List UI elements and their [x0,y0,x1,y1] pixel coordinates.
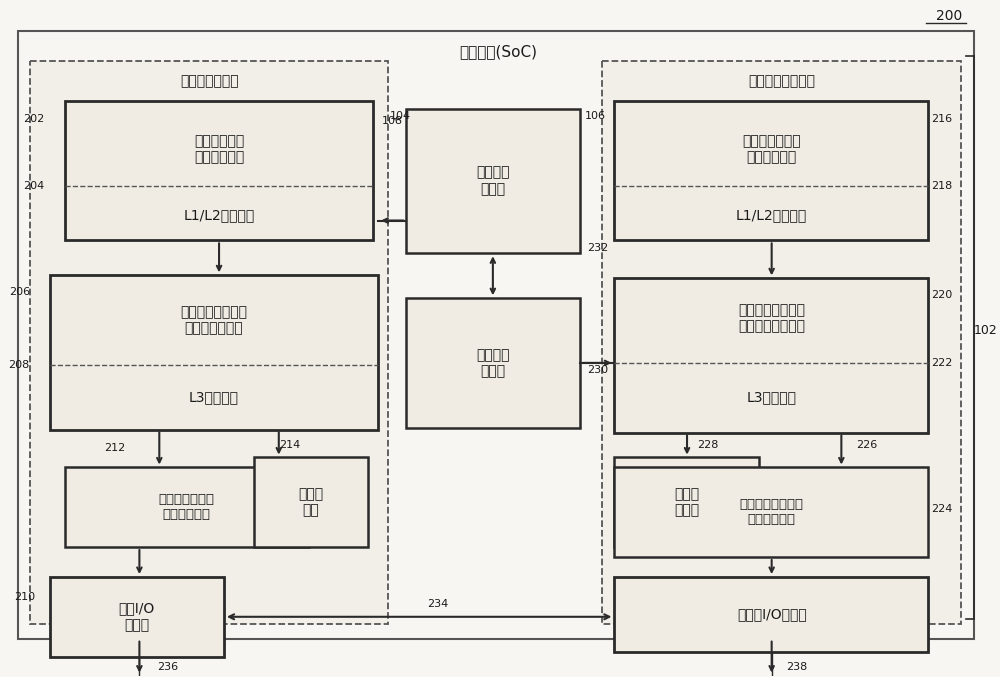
Text: L1/L2高速缓存: L1/L2高速缓存 [736,209,807,223]
Text: L3高速缓存: L3高速缓存 [747,390,797,403]
Text: 232: 232 [587,244,609,253]
Text: 网络计算子系统高
速缓存一致结构: 网络计算子系统高 速缓存一致结构 [181,305,248,335]
Text: 106: 106 [585,111,606,121]
Text: 226: 226 [856,439,878,450]
Text: 片上系统(SoC): 片上系统(SoC) [459,44,537,59]
Text: 200: 200 [936,9,962,24]
Bar [614,467,928,557]
Text: 202: 202 [24,114,45,124]
Bar [602,61,961,624]
Text: 网络I/O
子系统: 网络I/O 子系统 [118,602,155,632]
Text: L3高速缓存: L3高速缓存 [189,390,239,403]
Text: 共享资源
子系统: 共享资源 子系统 [476,348,510,378]
Text: 210: 210 [14,592,35,602]
Text: 236: 236 [157,661,178,672]
Bar [406,109,580,253]
Text: 224: 224 [931,504,952,515]
Text: 216: 216 [931,114,952,124]
Bar [254,458,368,547]
Bar [614,101,928,240]
Text: 214: 214 [279,439,300,450]
Text: 222: 222 [931,358,952,368]
Text: 服务器计算子系统: 服务器计算子系统 [748,74,815,88]
Bar [30,61,388,624]
Text: 引导外
围设备: 引导外 围设备 [674,487,700,517]
Text: L1/L2高速缓存: L1/L2高速缓存 [183,209,255,223]
Text: 网络计算子系统
存储器控制器: 网络计算子系统 存储器控制器 [158,494,214,521]
Bar [50,577,224,657]
Text: 108: 108 [382,116,403,126]
Bar [614,278,928,433]
Bar [65,467,309,547]
Bar [614,458,759,547]
Bar [65,101,373,240]
Text: 服务器计算子系统
存储器控制器: 服务器计算子系统 存储器控制器 [740,498,804,526]
Text: 102: 102 [974,324,998,336]
Text: 220: 220 [931,290,952,300]
Text: 网络计算子系
统多核处理器: 网络计算子系 统多核处理器 [194,134,244,164]
Bar [50,276,378,430]
Text: 服务器I/O子系统: 服务器I/O子系统 [737,607,807,621]
Text: 加速度
单元: 加速度 单元 [298,487,323,517]
Text: 206: 206 [9,287,30,297]
Text: 228: 228 [697,439,718,450]
Text: 网络计算子系统: 网络计算子系统 [180,74,238,88]
Text: 服务器计算子系
统多核处理器: 服务器计算子系 统多核处理器 [742,134,801,164]
Text: 管理计算
子系统: 管理计算 子系统 [476,166,510,196]
Text: 104: 104 [390,111,411,121]
Text: 238: 238 [787,661,808,672]
Bar [406,298,580,428]
Text: 230: 230 [587,365,609,375]
Text: 204: 204 [24,181,45,191]
Text: 服务器计算子系统
高速缓存一致结构: 服务器计算子系统 高速缓存一致结构 [738,303,805,333]
Text: 208: 208 [9,360,30,370]
Text: 234: 234 [427,599,449,609]
Text: 218: 218 [931,181,952,191]
Bar [614,577,928,652]
Text: 212: 212 [104,443,125,452]
